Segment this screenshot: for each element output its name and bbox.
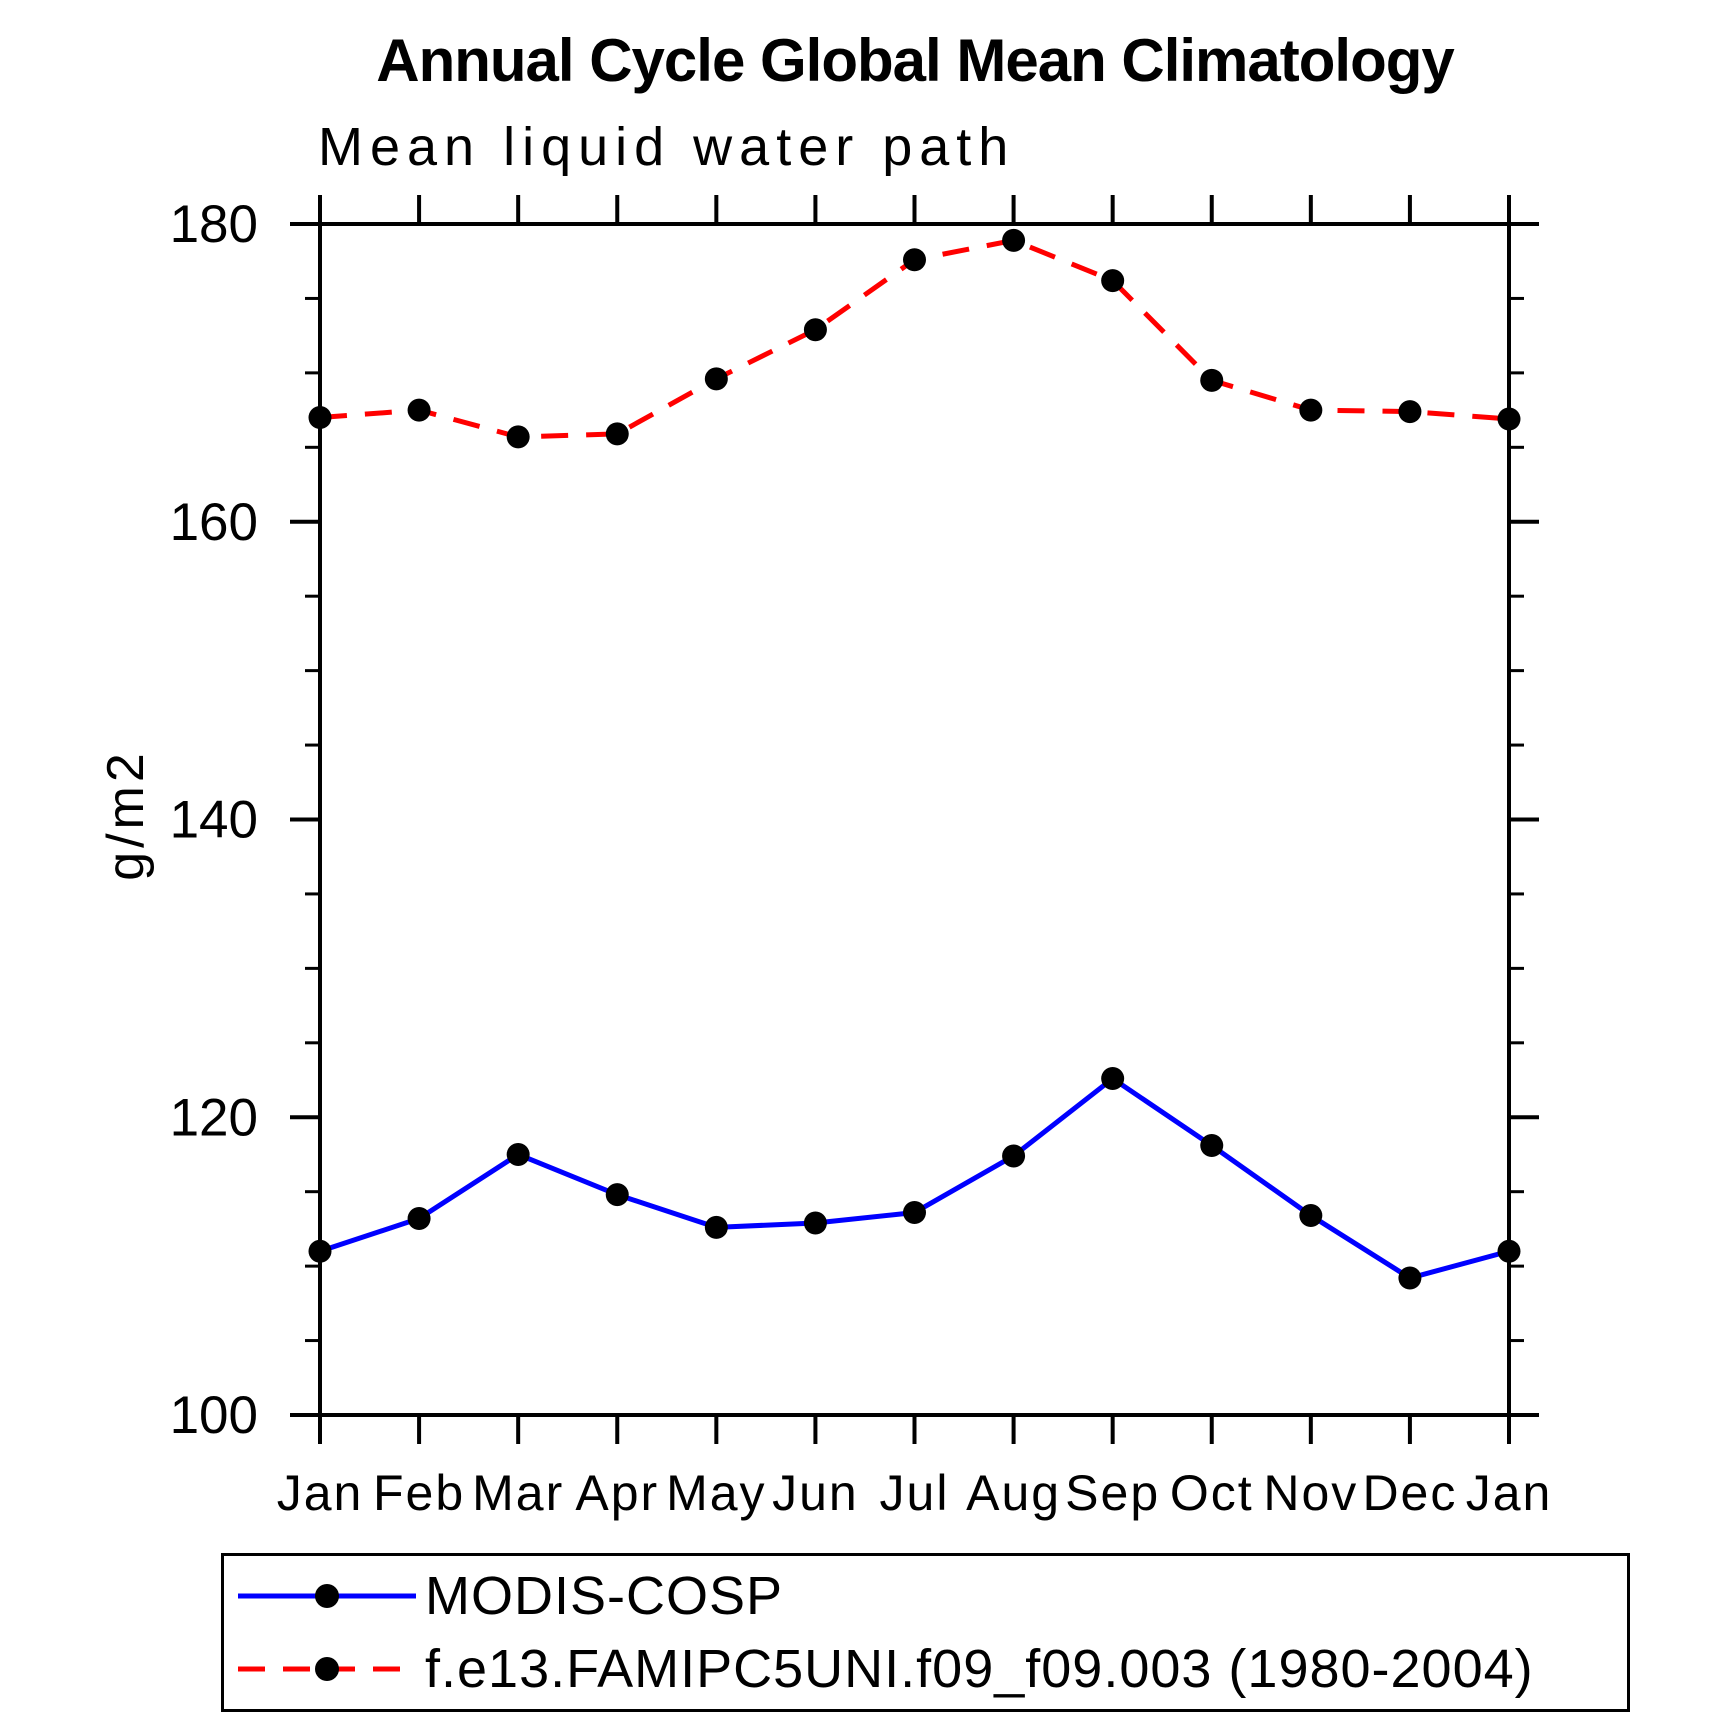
legend-marker-dot-icon (315, 1584, 339, 1609)
data-point-modis-cosp-0-jan (308, 1239, 332, 1263)
x-tick-label-9-oct: Oct (1170, 1465, 1254, 1521)
chart-subtitle: Mean liquid water path (318, 117, 1016, 177)
data-point-f-e13-famipc5uni-f09-f09-003-1980-2004-5-jun (803, 318, 827, 342)
series-line-modis-cosp (319, 1075, 1510, 1281)
data-point-modis-cosp-6-jul (903, 1201, 926, 1225)
legend-marker-dot-icon (315, 1656, 339, 1681)
legend-solid-line-icon (238, 1584, 416, 1609)
data-point-modis-cosp-10-nov (1299, 1204, 1323, 1228)
x-tick-label-1-feb: Feb (373, 1465, 465, 1521)
legend-row-model: f.e13.FAMIPC5UNI.f09_f09.003 (1980-2004) (224, 1633, 1627, 1705)
data-point-f-e13-famipc5uni-f09-f09-003-1980-2004-11-dec (1398, 400, 1422, 424)
data-point-modis-cosp-1-feb (407, 1206, 431, 1230)
x-tick-label-2-mar: Mar (472, 1465, 564, 1521)
x-tick-label-0-jan: Jan (277, 1465, 364, 1521)
x-tick-label-12-jan: Jan (1466, 1465, 1553, 1521)
y-tick-label-140: 140 (170, 791, 258, 850)
x-tick-label-10-nov: Nov (1263, 1465, 1358, 1521)
data-point-f-e13-famipc5uni-f09-f09-003-1980-2004-4-may (704, 367, 728, 391)
data-point-f-e13-famipc5uni-f09-f09-003-1980-2004-0-jan (308, 406, 332, 430)
data-point-f-e13-famipc5uni-f09-f09-003-1980-2004-1-feb (407, 398, 431, 422)
legend-row-modis-cosp: MODIS-COSP (224, 1560, 1627, 1632)
data-point-modis-cosp-3-apr (605, 1183, 629, 1207)
data-point-modis-cosp-11-dec (1398, 1266, 1422, 1290)
data-point-f-e13-famipc5uni-f09-f09-003-1980-2004-2-mar (506, 425, 530, 449)
data-point-f-e13-famipc5uni-f09-f09-003-1980-2004-3-apr (605, 422, 629, 446)
x-tick-label-5-jun: Jun (772, 1465, 859, 1521)
x-tick-label-7-aug: Aug (966, 1465, 1061, 1521)
legend-label-modis-cosp: MODIS-COSP (425, 1566, 784, 1627)
legend-box: MODIS-COSP f.e13.FAMIPC5UNI.f09_f09.003 … (221, 1553, 1630, 1712)
data-point-f-e13-famipc5uni-f09-f09-003-1980-2004-10-nov (1299, 398, 1323, 422)
data-point-f-e13-famipc5uni-f09-f09-003-1980-2004-12-jan (1497, 407, 1521, 431)
y-tick-label-120: 120 (170, 1088, 258, 1147)
data-point-modis-cosp-5-jun (803, 1211, 827, 1235)
y-tick-label-100: 100 (170, 1386, 258, 1445)
legend-dashed-line-icon (238, 1656, 416, 1681)
y-tick-label-160: 160 (170, 493, 258, 552)
data-point-modis-cosp-4-may (704, 1215, 728, 1239)
chart-title: Annual Cycle Global Mean Climatology (376, 27, 1455, 94)
x-tick-label-4-may: May (666, 1465, 766, 1521)
data-point-modis-cosp-7-aug (1002, 1144, 1026, 1168)
data-point-f-e13-famipc5uni-f09-f09-003-1980-2004-9-oct (1200, 368, 1224, 392)
x-tick-label-3-apr: Apr (575, 1465, 659, 1521)
data-point-modis-cosp-9-oct (1200, 1134, 1224, 1158)
data-point-f-e13-famipc5uni-f09-f09-003-1980-2004-6-jul (903, 248, 926, 272)
data-point-modis-cosp-12-jan (1497, 1239, 1521, 1263)
data-point-f-e13-famipc5uni-f09-f09-003-1980-2004-8-sep (1101, 269, 1125, 293)
x-tick-label-11-dec: Dec (1362, 1465, 1457, 1521)
x-tick-label-6-jul: Jul (880, 1465, 950, 1521)
legend-label-model: f.e13.FAMIPC5UNI.f09_f09.003 (1980-2004) (425, 1638, 1534, 1699)
data-point-modis-cosp-2-mar (506, 1142, 530, 1166)
y-tick-label-180: 180 (170, 195, 258, 254)
data-point-modis-cosp-8-sep (1101, 1067, 1125, 1091)
data-point-f-e13-famipc5uni-f09-f09-003-1980-2004-7-aug (1002, 228, 1026, 252)
x-tick-label-8-sep: Sep (1065, 1465, 1160, 1521)
